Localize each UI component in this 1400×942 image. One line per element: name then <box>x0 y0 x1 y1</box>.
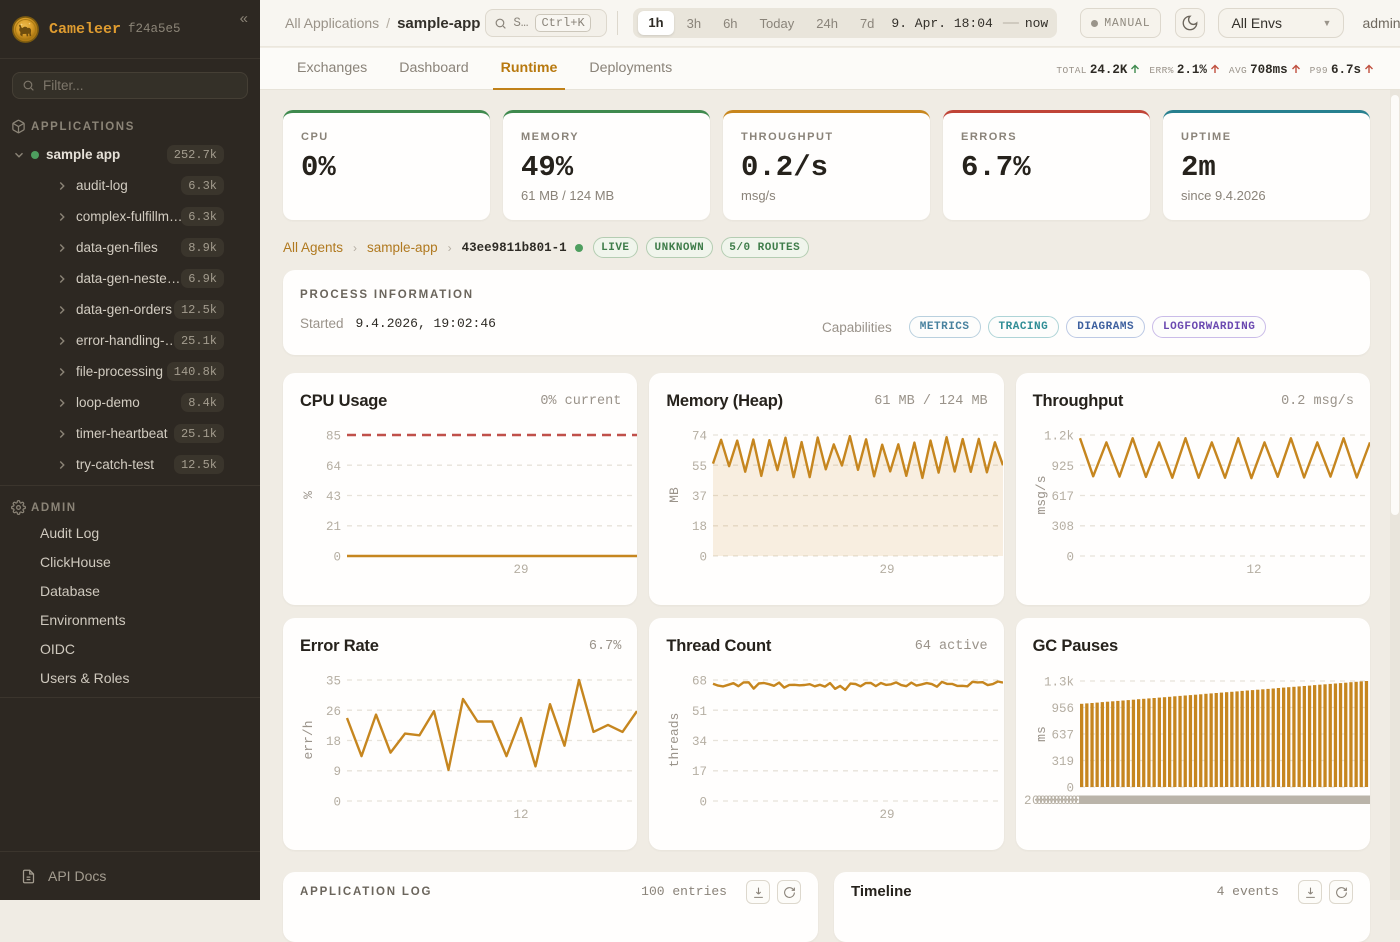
svg-text:9: 9 <box>333 765 341 779</box>
svg-text:956: 956 <box>1051 702 1074 716</box>
svg-text:0: 0 <box>1066 782 1074 796</box>
svg-text:26: 26 <box>326 705 341 719</box>
svg-text:ms: ms <box>1034 726 1049 742</box>
svg-text:18: 18 <box>326 735 341 749</box>
svg-text:0: 0 <box>700 796 708 810</box>
svg-text:637: 637 <box>1051 729 1074 743</box>
svg-text:74: 74 <box>692 430 707 444</box>
svg-text:37: 37 <box>692 490 707 504</box>
svg-text:925: 925 <box>1051 460 1074 474</box>
svg-text:51: 51 <box>692 705 707 719</box>
svg-text:2: 2 <box>1024 794 1032 808</box>
svg-text:55: 55 <box>692 460 707 474</box>
svg-text:1.2k: 1.2k <box>1044 430 1074 444</box>
svg-text:29: 29 <box>880 808 895 822</box>
svg-text:43: 43 <box>326 490 341 504</box>
svg-text:617: 617 <box>1051 490 1074 504</box>
svg-text:12: 12 <box>1246 563 1261 577</box>
svg-text:18: 18 <box>692 520 707 534</box>
svg-text:35: 35 <box>326 675 341 689</box>
svg-text:MB: MB <box>667 487 682 503</box>
svg-text:1.3k: 1.3k <box>1044 676 1074 690</box>
svg-text:0000000000000: 0000000000000 <box>1032 794 1081 808</box>
svg-text:err/h: err/h <box>301 720 316 759</box>
svg-text:319: 319 <box>1051 755 1074 769</box>
svg-text:68: 68 <box>692 675 707 689</box>
svg-text:64: 64 <box>326 460 341 474</box>
svg-text:21: 21 <box>326 520 341 534</box>
svg-text:0: 0 <box>700 551 708 565</box>
svg-text:threads: threads <box>667 713 682 768</box>
svg-text:0: 0 <box>333 796 341 810</box>
svg-text:29: 29 <box>513 563 528 577</box>
svg-text:%: % <box>301 491 316 499</box>
svg-text:85: 85 <box>326 430 341 444</box>
svg-text:308: 308 <box>1051 520 1074 534</box>
svg-text:0: 0 <box>333 551 341 565</box>
svg-text:12: 12 <box>513 808 528 822</box>
svg-text:0: 0 <box>1066 551 1074 565</box>
svg-text:msg/s: msg/s <box>1034 475 1049 514</box>
svg-text:34: 34 <box>692 735 707 749</box>
svg-text:29: 29 <box>880 563 895 577</box>
svg-text:17: 17 <box>692 765 707 779</box>
